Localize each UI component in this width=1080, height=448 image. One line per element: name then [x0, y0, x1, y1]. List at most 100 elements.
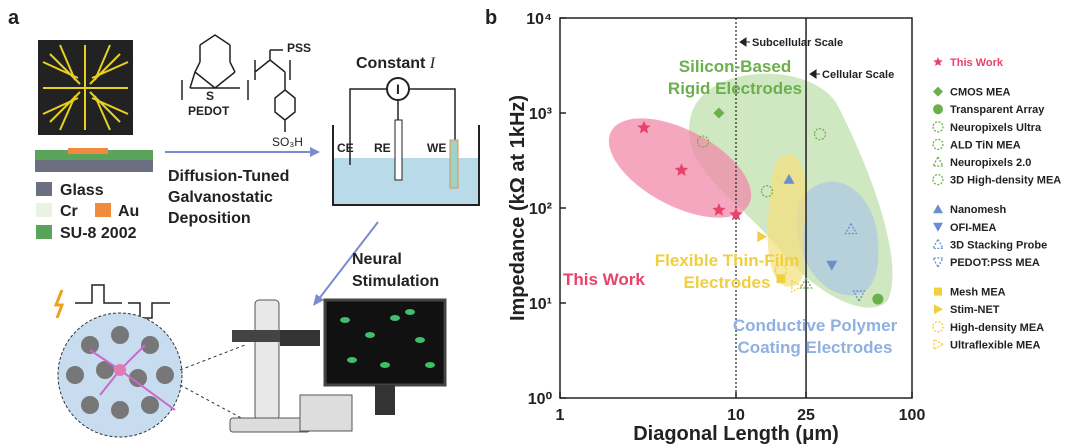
legend-label: Transparent Array [950, 104, 1045, 116]
legend-marker [932, 321, 944, 333]
y-tick-label: 10⁰ [528, 391, 553, 408]
legend-marker [933, 338, 945, 351]
arrow-head [310, 147, 320, 157]
point [826, 260, 838, 271]
au-layer [68, 148, 108, 154]
wires [349, 88, 456, 165]
swatch [36, 225, 52, 239]
neuron-soma [114, 364, 126, 376]
electrode-label: CE [337, 141, 354, 155]
swatch [36, 182, 52, 196]
y-tick-label: 10¹ [529, 296, 552, 313]
pedot-label: PEDOT [188, 104, 230, 118]
su8-layer [35, 150, 153, 160]
point [674, 163, 689, 176]
legend-marker [934, 304, 943, 315]
point [813, 128, 827, 141]
x-axis-label: Diagonal Length (μm) [633, 423, 839, 445]
legend-marker [934, 287, 942, 296]
arrow [317, 221, 379, 301]
y-axis-label: Impedance (kΩ at 1kHz) [507, 95, 529, 321]
source-symbol: I [396, 81, 400, 97]
legend-label: Stim-NET [950, 304, 1000, 316]
panel-a: a Glass Cr Au SU-8 2002 S PEDOT PSS SO₃H… [8, 7, 480, 438]
process-label: Deposition [168, 210, 251, 227]
microscope [229, 299, 353, 433]
beaker [332, 125, 480, 206]
pulse [75, 284, 170, 319]
legend-label: PEDOT:PSS MEA [950, 257, 1040, 269]
legend-label: Mesh MEA [950, 287, 1006, 299]
constant-label: Constant I [356, 55, 436, 72]
point [760, 185, 774, 198]
stimulation-label: Stimulation [352, 273, 439, 290]
process-label: Diffusion-Tuned [168, 168, 289, 185]
material-label: Cr [60, 203, 78, 220]
reference-label: Subcellular Scale [752, 37, 843, 49]
legend-marker [933, 104, 943, 115]
so3h-label: SO₃H [272, 135, 303, 149]
x-tick-label: 1 [556, 407, 565, 424]
neuron [89, 344, 176, 411]
arrow [739, 37, 750, 47]
legend-label: Neuropixels 2.0 [950, 157, 1031, 169]
point [776, 274, 786, 284]
cells [340, 309, 435, 368]
x-tick-label: 10 [727, 407, 745, 424]
chip-traces [42, 44, 129, 131]
y-tick-label: 10³ [529, 106, 552, 123]
legend-marker [933, 86, 943, 97]
legend-marker [931, 257, 945, 269]
pss-label: PSS [287, 41, 311, 55]
point [783, 173, 795, 184]
y-tick-label: 10⁴ [526, 11, 552, 28]
legend-marker [932, 121, 944, 133]
zoom-lines [179, 344, 246, 421]
legend-label: 3D Stacking Probe [950, 239, 1047, 251]
legend-label: High-density MEA [950, 322, 1044, 334]
chemical-structure [181, 34, 296, 132]
region-label: Electrodes [684, 273, 771, 292]
region-label: Conductive Polymer [733, 316, 898, 335]
legend-label: CMOS MEA [950, 87, 1011, 99]
x-tick-label: 25 [797, 407, 815, 424]
swatch [36, 203, 52, 217]
glass-layer [35, 160, 153, 172]
region-label: Flexible Thin-Film [655, 251, 800, 270]
point [774, 264, 788, 277]
panel-label: a [8, 7, 20, 29]
region-label: Coating Electrodes [738, 338, 893, 357]
x-tick-label: 100 [899, 407, 926, 424]
current-symbol: I [429, 55, 436, 72]
region [767, 154, 807, 287]
legend-label: Neuropixels Ultra [950, 122, 1042, 134]
process-label: Galvanostatic [168, 189, 273, 206]
reference-label: Cellular Scale [822, 69, 894, 81]
legend-label: ALD TiN MEA [950, 139, 1021, 151]
legend-label: OFI-MEA [950, 222, 996, 234]
arrow-head [313, 294, 324, 306]
point [712, 203, 726, 216]
region-label: Rigid Electrodes [668, 79, 802, 98]
region [796, 181, 879, 296]
legend-marker [931, 155, 945, 167]
legend-label: Nanomesh [950, 204, 1007, 216]
legend-marker [933, 222, 943, 232]
point [729, 207, 743, 221]
legend-marker [931, 238, 945, 250]
electrode-dots [66, 326, 174, 419]
swatch [95, 203, 111, 217]
arrow [809, 69, 821, 79]
y-tick-label: 10² [529, 201, 552, 218]
electrode-label: RE [374, 141, 391, 155]
material-label: Glass [60, 182, 104, 199]
reference-electrode [394, 119, 403, 181]
legend-marker [933, 204, 943, 214]
region-label: Silicon-Based [679, 57, 791, 76]
point [696, 135, 710, 148]
legend-marker [932, 174, 944, 186]
monitor-stand [375, 385, 395, 415]
constant-text: Constant [356, 55, 426, 72]
panel-label: b [485, 7, 497, 29]
point [757, 231, 768, 243]
